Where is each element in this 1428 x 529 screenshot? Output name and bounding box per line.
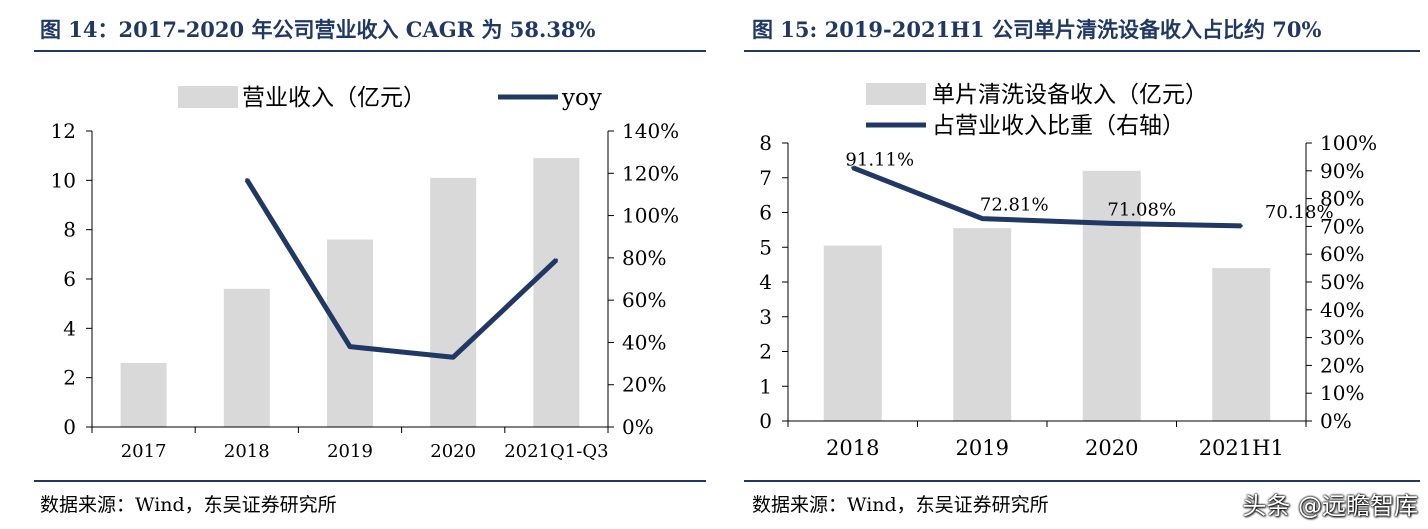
- watermark: 头条 @远瞻智库: [1242, 492, 1418, 520]
- y2-tick-label: 140%: [622, 119, 679, 143]
- bar: [327, 239, 373, 427]
- cleaning-equipment-chart: 单片清洗设备收入（亿元）占营业收入比重（右轴）0123456780%10%20%…: [759, 82, 1377, 460]
- x-tick-label: 2017: [121, 441, 167, 462]
- line-point: [980, 217, 984, 221]
- x-tick-label: 2018: [224, 441, 270, 462]
- line-point: [851, 166, 855, 170]
- data-label: 70.18%: [1265, 202, 1334, 223]
- figure-title: 图 15: 2019-2021H1 公司单片清洗设备收入占比约 70%: [752, 17, 1322, 42]
- y-tick-label: 2: [63, 366, 76, 390]
- legend-bar-swatch: [866, 83, 926, 105]
- line-point: [1239, 224, 1243, 228]
- x-tick-label: 2018: [826, 436, 879, 460]
- bar: [223, 288, 270, 427]
- line-point: [554, 258, 558, 262]
- line-point: [245, 178, 249, 182]
- bar: [1212, 268, 1271, 421]
- y2-tick-label: 40%: [1320, 298, 1364, 322]
- bar: [953, 228, 1012, 421]
- x-tick-label: 2021H1: [1199, 436, 1284, 460]
- y-tick-label: 12: [51, 119, 76, 143]
- x-tick-label: 2021Q1-Q3: [504, 441, 608, 462]
- y-tick-label: 4: [63, 316, 76, 340]
- y-tick-label: 7: [759, 166, 772, 190]
- y-tick-label: 3: [759, 305, 772, 329]
- y-tick-label: 6: [63, 267, 76, 291]
- y2-tick-label: 80%: [1320, 187, 1364, 211]
- y-tick-label: 4: [759, 270, 772, 294]
- x-tick-label: 2020: [430, 441, 476, 462]
- x-tick-label: 2019: [327, 441, 373, 462]
- line-point: [451, 355, 455, 359]
- y2-tick-label: 60%: [1320, 242, 1364, 266]
- x-tick-label: 2019: [956, 436, 1009, 460]
- figure-14-panel: 图 14：2017-2020 年公司营业收入 CAGR 为 58.38% 营业收…: [34, 17, 706, 516]
- legend-bar-label: 单片清洗设备收入（亿元）: [932, 82, 1208, 108]
- source-note: 数据来源：Wind，东吴证券研究所: [40, 494, 337, 516]
- source-rule: [34, 480, 706, 482]
- y2-tick-label: 120%: [622, 161, 679, 185]
- y2-tick-label: 20%: [1320, 353, 1364, 377]
- figure-15-panel: 图 15: 2019-2021H1 公司单片清洗设备收入占比约 70% 单片清洗…: [714, 0, 1428, 529]
- data-label: 71.08%: [1107, 199, 1176, 220]
- y2-tick-label: 70%: [1320, 214, 1364, 238]
- y2-tick-label: 50%: [1320, 270, 1364, 294]
- y2-tick-label: 30%: [1320, 326, 1364, 350]
- bar: [533, 158, 580, 427]
- series-line: [851, 165, 1242, 229]
- legend-bar-label: 营业收入（亿元）: [242, 85, 426, 111]
- bar: [1082, 170, 1141, 421]
- legend-line-label: yoy: [561, 85, 602, 111]
- y-tick-label: 8: [63, 218, 76, 242]
- y-tick-label: 1: [759, 374, 772, 398]
- line-point: [348, 345, 352, 349]
- y2-tick-label: 10%: [1320, 381, 1364, 405]
- line-point: [1110, 221, 1114, 225]
- data-label: 91.11%: [845, 150, 914, 171]
- revenue-chart: 营业收入（亿元） yoy0246810120%20%40%60%80%100%12…: [51, 85, 680, 462]
- y2-tick-label: 80%: [622, 246, 666, 270]
- y-tick-label: 0: [759, 409, 772, 433]
- y2-tick-label: 100%: [1320, 131, 1377, 155]
- bar: [823, 245, 882, 421]
- y-tick-label: 8: [759, 131, 772, 155]
- y-tick-label: 10: [51, 168, 76, 192]
- legend-line-label: 占营业收入比重（右轴）: [932, 113, 1185, 139]
- bar: [430, 177, 477, 427]
- y-tick-label: 0: [63, 415, 76, 439]
- series-line: [244, 178, 559, 360]
- title-rule: [744, 50, 1420, 52]
- bar: [120, 362, 167, 427]
- source-note: 数据来源：Wind，东吴证券研究所: [752, 494, 1049, 516]
- y2-tick-label: 90%: [1320, 159, 1364, 183]
- y2-tick-label: 100%: [622, 204, 679, 228]
- title-rule: [34, 50, 706, 52]
- data-label: 72.81%: [980, 195, 1049, 216]
- y2-tick-label: 0%: [622, 415, 654, 439]
- y-tick-label: 5: [759, 235, 772, 259]
- figure-title: 图 14：2017-2020 年公司营业收入 CAGR 为 58.38%: [40, 17, 596, 42]
- y-tick-label: 2: [759, 340, 772, 364]
- y2-tick-label: 40%: [622, 330, 666, 354]
- legend-bar-swatch: [178, 86, 238, 108]
- source-rule: [744, 480, 1420, 482]
- y-tick-label: 6: [759, 201, 772, 225]
- y2-tick-label: 60%: [622, 288, 666, 312]
- y2-tick-label: 20%: [622, 373, 666, 397]
- y2-tick-label: 0%: [1320, 409, 1352, 433]
- x-tick-label: 2020: [1085, 436, 1138, 460]
